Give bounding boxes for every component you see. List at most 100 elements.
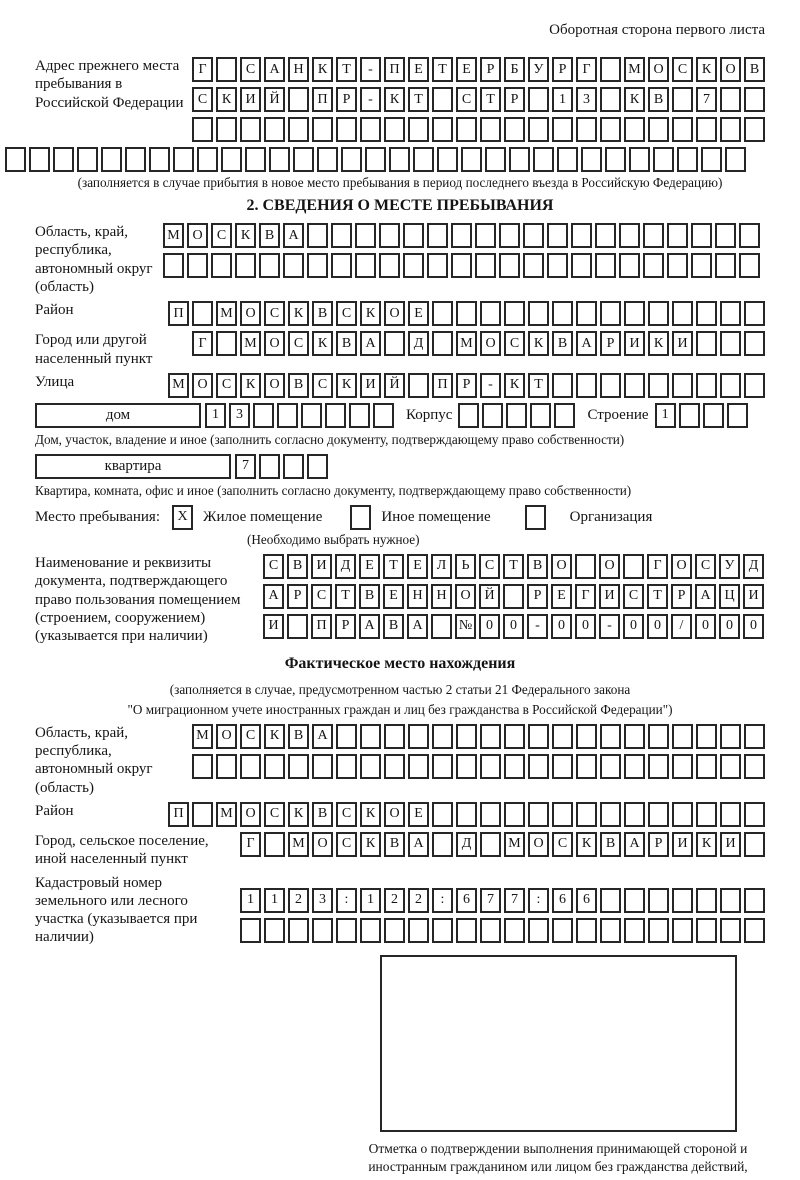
char-cell[interactable]: О bbox=[192, 372, 213, 398]
char-cell[interactable] bbox=[600, 917, 621, 943]
char-cell[interactable] bbox=[600, 753, 621, 779]
char-cell[interactable]: С bbox=[240, 57, 261, 82]
char-cell[interactable]: Б bbox=[504, 57, 525, 82]
char-cell[interactable] bbox=[576, 117, 597, 142]
char-cell[interactable]: В bbox=[648, 87, 669, 112]
char-cell[interactable]: И bbox=[240, 87, 261, 112]
char-cell[interactable]: У bbox=[528, 57, 549, 82]
char-cell[interactable] bbox=[672, 753, 693, 779]
char-cell[interactable] bbox=[101, 147, 122, 172]
char-cell[interactable]: И bbox=[360, 372, 381, 398]
char-cell[interactable] bbox=[696, 301, 717, 327]
char-cell[interactable]: Р bbox=[671, 583, 692, 609]
char-cell[interactable]: А bbox=[576, 331, 597, 357]
char-cell[interactable]: Р bbox=[335, 613, 356, 639]
char-cell[interactable]: К bbox=[696, 831, 717, 857]
char-cell[interactable] bbox=[576, 801, 597, 827]
char-cell[interactable]: М bbox=[216, 801, 237, 827]
char-cell[interactable]: С bbox=[456, 87, 477, 112]
char-cell[interactable]: 0 bbox=[719, 613, 740, 639]
char-cell[interactable]: Е bbox=[407, 553, 428, 579]
char-cell[interactable] bbox=[744, 117, 765, 142]
char-cell[interactable] bbox=[528, 87, 549, 112]
char-cell[interactable] bbox=[744, 917, 765, 943]
char-cell[interactable] bbox=[431, 613, 452, 639]
char-cell[interactable] bbox=[552, 801, 573, 827]
char-cell[interactable] bbox=[504, 723, 525, 749]
char-cell[interactable] bbox=[702, 402, 724, 428]
char-cell[interactable] bbox=[600, 87, 621, 112]
char-cell[interactable] bbox=[341, 147, 362, 172]
char-cell[interactable]: И bbox=[263, 613, 284, 639]
char-cell[interactable]: Д bbox=[335, 553, 356, 579]
char-cell[interactable]: К bbox=[288, 301, 309, 327]
char-cell[interactable] bbox=[677, 147, 698, 172]
char-cell[interactable] bbox=[288, 87, 309, 112]
char-cell[interactable] bbox=[528, 301, 549, 327]
char-cell[interactable] bbox=[288, 753, 309, 779]
char-cell[interactable] bbox=[504, 753, 525, 779]
char-cell[interactable] bbox=[408, 372, 429, 398]
char-cell[interactable]: Т bbox=[336, 57, 357, 82]
char-cell[interactable] bbox=[696, 331, 717, 357]
char-cell[interactable] bbox=[253, 402, 274, 428]
char-cell[interactable]: Г bbox=[647, 553, 668, 579]
char-cell[interactable] bbox=[360, 117, 381, 142]
char-cell[interactable]: Р bbox=[527, 583, 548, 609]
char-cell[interactable]: Е bbox=[408, 801, 429, 827]
char-cell[interactable]: И bbox=[672, 331, 693, 357]
char-cell[interactable] bbox=[288, 117, 309, 142]
char-cell[interactable] bbox=[672, 917, 693, 943]
char-cell[interactable]: О bbox=[187, 223, 208, 249]
char-cell[interactable]: О bbox=[384, 301, 405, 327]
char-cell[interactable]: 0 bbox=[551, 613, 572, 639]
char-cell[interactable]: В bbox=[259, 223, 280, 249]
char-cell[interactable]: В bbox=[288, 723, 309, 749]
char-cell[interactable] bbox=[216, 753, 237, 779]
char-cell[interactable] bbox=[624, 117, 645, 142]
char-cell[interactable] bbox=[528, 753, 549, 779]
char-cell[interactable] bbox=[575, 553, 596, 579]
char-cell[interactable] bbox=[360, 723, 381, 749]
char-cell[interactable]: Н bbox=[431, 583, 452, 609]
char-cell[interactable]: Т bbox=[503, 553, 524, 579]
char-cell[interactable] bbox=[624, 372, 645, 398]
char-cell[interactable] bbox=[163, 253, 184, 279]
char-cell[interactable]: О bbox=[720, 57, 741, 82]
char-cell[interactable] bbox=[173, 147, 194, 172]
char-cell[interactable]: 2 bbox=[408, 887, 429, 913]
char-cell[interactable]: В bbox=[744, 57, 765, 82]
korpus-cells[interactable] bbox=[458, 402, 576, 428]
char-cell[interactable] bbox=[331, 223, 352, 249]
char-cell[interactable] bbox=[245, 147, 266, 172]
char-cell[interactable] bbox=[504, 801, 525, 827]
char-cell[interactable]: С bbox=[288, 331, 309, 357]
char-cell[interactable] bbox=[499, 253, 520, 279]
char-cell[interactable] bbox=[624, 301, 645, 327]
char-cell[interactable] bbox=[259, 453, 280, 479]
char-cell[interactable]: К bbox=[288, 801, 309, 827]
char-cell[interactable] bbox=[720, 117, 741, 142]
char-cell[interactable] bbox=[744, 723, 765, 749]
char-cell[interactable]: № bbox=[455, 613, 476, 639]
char-cell[interactable]: О bbox=[671, 553, 692, 579]
char-cell[interactable] bbox=[552, 117, 573, 142]
char-cell[interactable] bbox=[600, 372, 621, 398]
char-cell[interactable]: 0 bbox=[743, 613, 764, 639]
char-cell[interactable] bbox=[672, 117, 693, 142]
char-cell[interactable] bbox=[643, 253, 664, 279]
char-cell[interactable] bbox=[672, 301, 693, 327]
char-cell[interactable]: Д bbox=[408, 331, 429, 357]
char-cell[interactable]: К bbox=[312, 57, 333, 82]
char-cell[interactable] bbox=[187, 253, 208, 279]
char-cell[interactable] bbox=[643, 223, 664, 249]
char-cell[interactable]: Е bbox=[551, 583, 572, 609]
prev-address-row-3[interactable] bbox=[192, 117, 765, 142]
char-cell[interactable] bbox=[691, 253, 712, 279]
char-cell[interactable] bbox=[360, 753, 381, 779]
char-cell[interactable] bbox=[264, 753, 285, 779]
char-cell[interactable] bbox=[672, 87, 693, 112]
